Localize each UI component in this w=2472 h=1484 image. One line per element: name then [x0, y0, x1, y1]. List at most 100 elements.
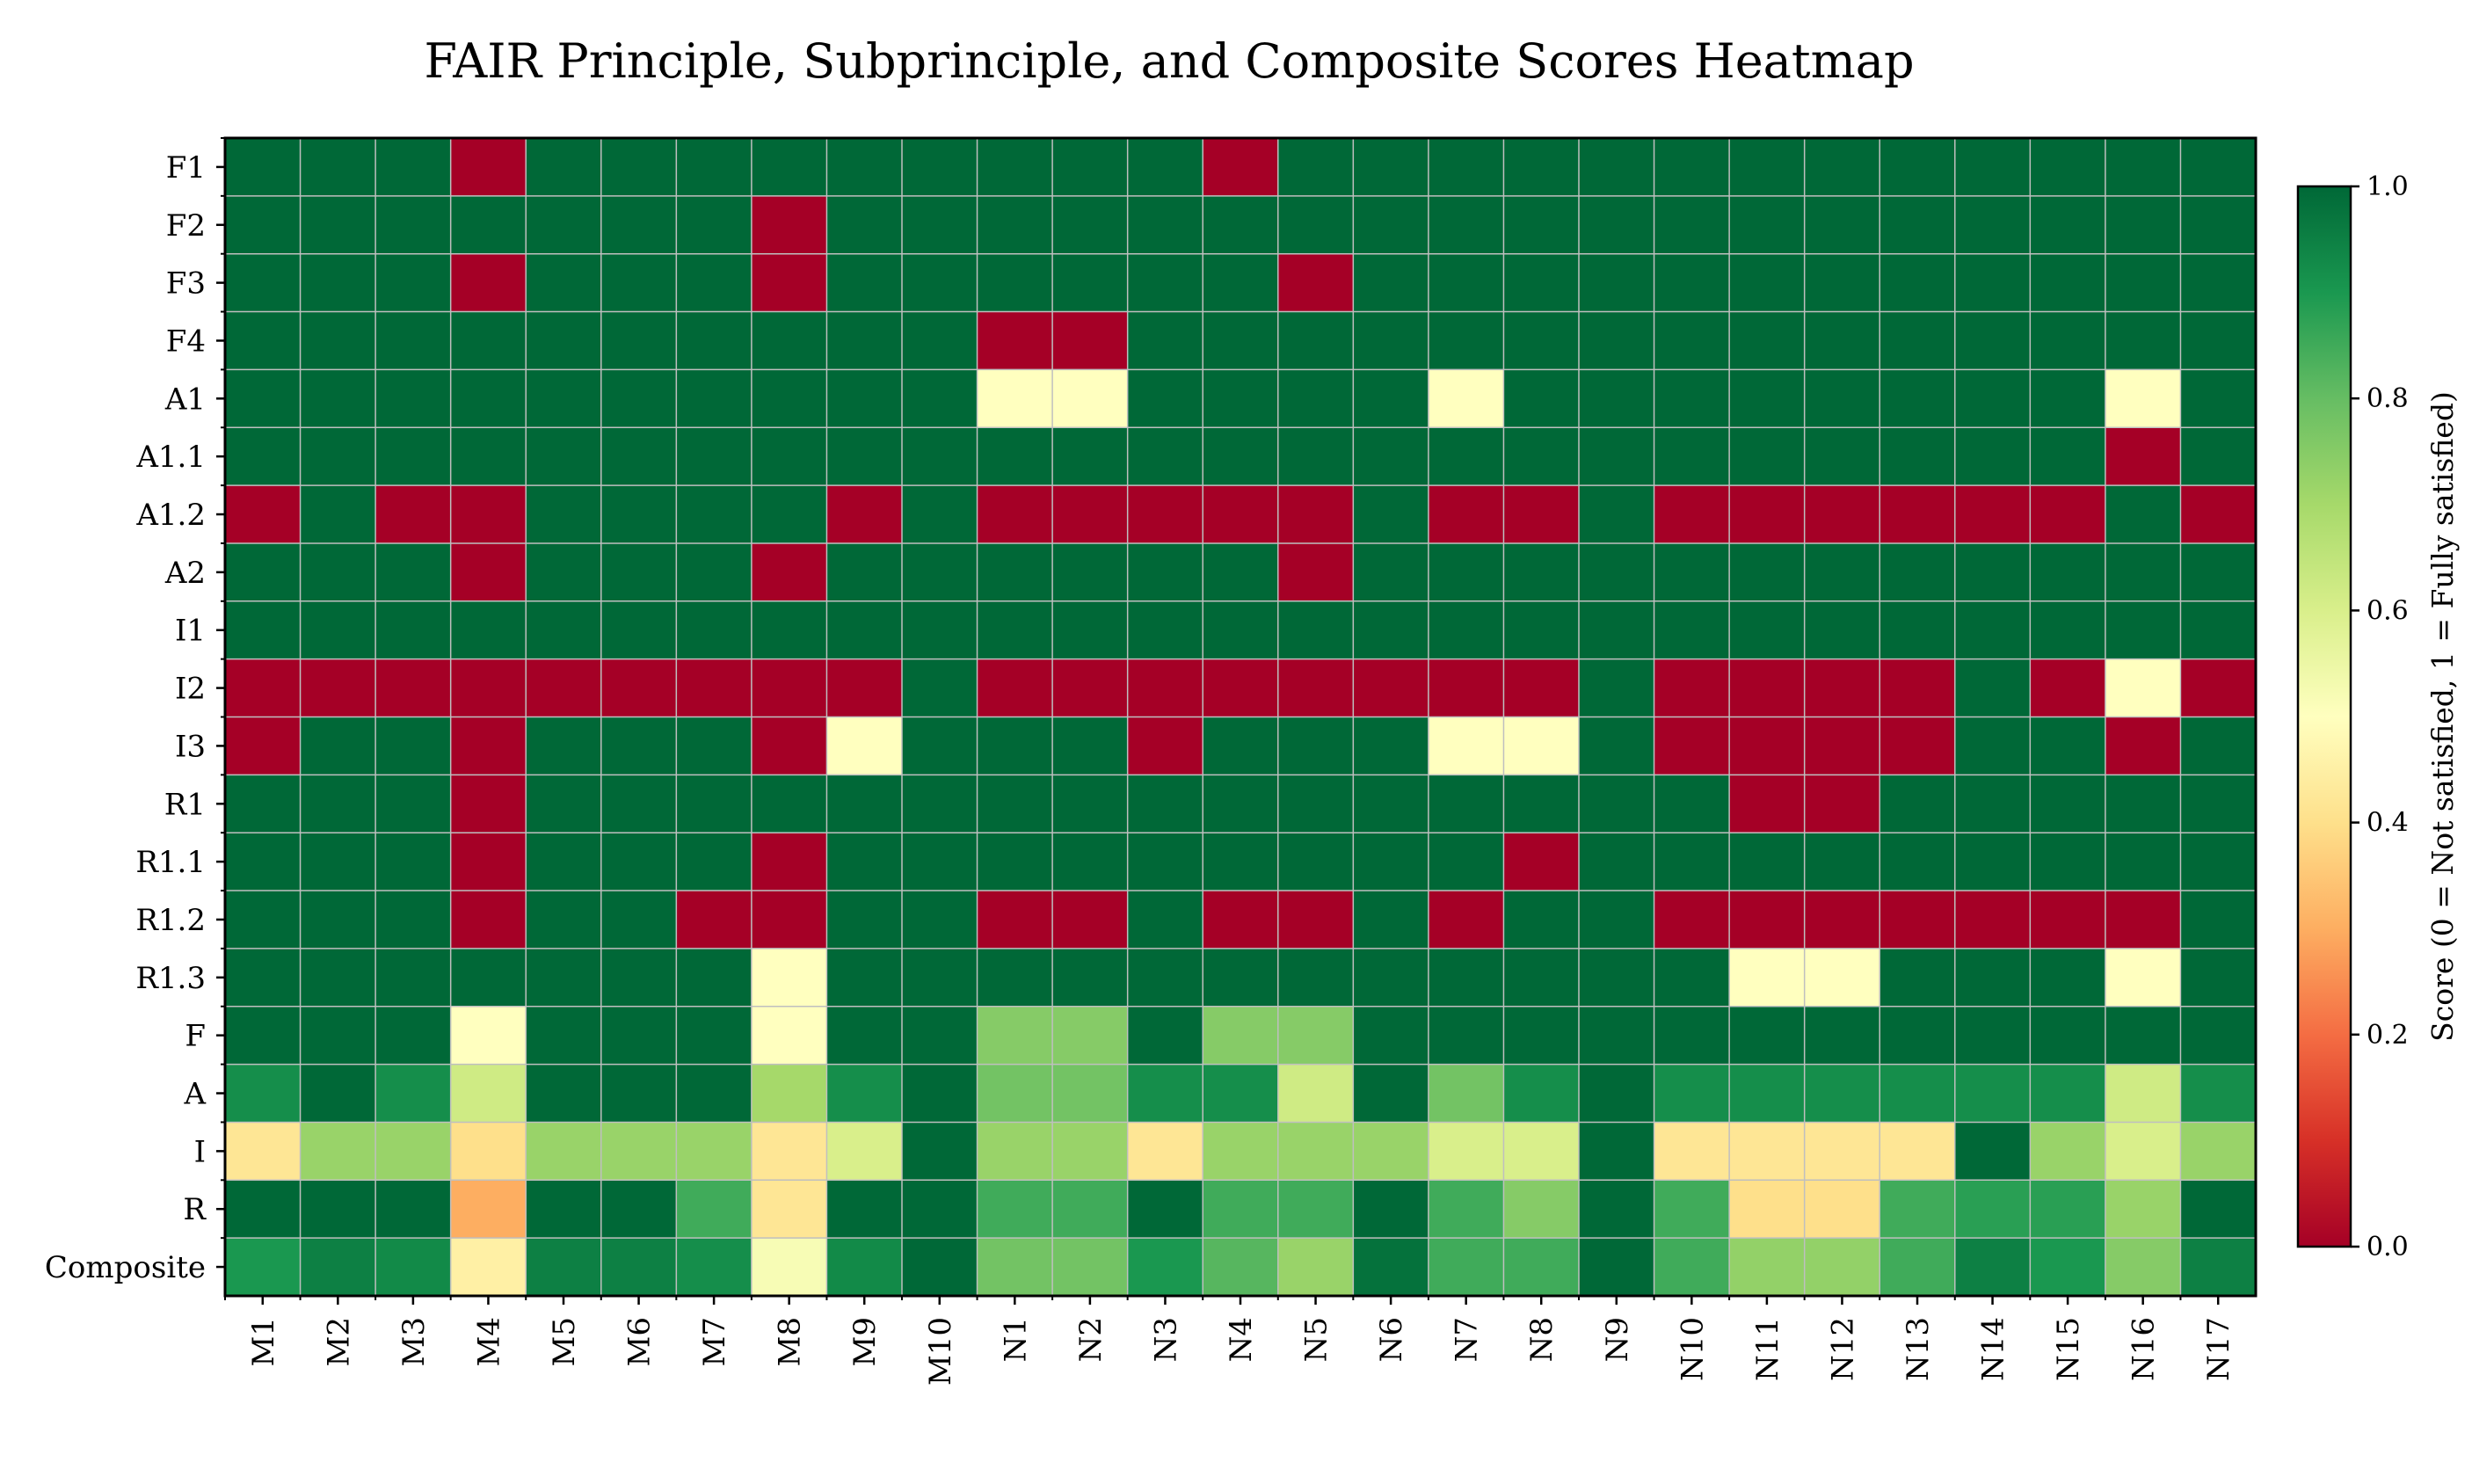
heatmap-cell — [1127, 833, 1203, 891]
row-label: R1.2 — [135, 903, 206, 938]
heatmap-cell — [1428, 542, 1505, 602]
row-label: Composite — [45, 1250, 206, 1285]
heatmap-cell — [977, 891, 1053, 949]
heatmap-cell — [1203, 195, 1279, 255]
heatmap-cell — [375, 600, 452, 660]
heatmap-cell — [450, 600, 527, 660]
heatmap-cell — [1277, 138, 1354, 197]
heatmap-cell — [1428, 948, 1505, 1008]
heatmap-cell — [1203, 775, 1279, 833]
heatmap-cell — [902, 948, 978, 1008]
heatmap-cell — [1052, 600, 1129, 660]
heatmap-cell — [225, 833, 302, 891]
heatmap-cell — [1579, 485, 1655, 544]
heatmap-cell — [1879, 195, 1956, 255]
heatmap-cell — [1353, 1122, 1429, 1181]
row-label: F2 — [166, 208, 206, 244]
heatmap-cell — [1353, 311, 1429, 370]
row-label: A2 — [164, 556, 206, 591]
heatmap-cell — [1428, 775, 1505, 833]
heatmap-cell — [1804, 1122, 1880, 1181]
heatmap-cell — [2030, 658, 2106, 718]
heatmap-cell — [600, 891, 677, 949]
heatmap-cell — [2105, 717, 2182, 775]
heatmap-cell — [826, 1122, 903, 1181]
heatmap-cell — [1879, 1180, 1956, 1239]
colorbar-tick-label: 1.0 — [2367, 171, 2409, 202]
colorbar: 0.0 0.2 0.4 0.6 0.8 1.0 Score (0 = Not satisf… — [2296, 171, 2460, 1262]
heatmap-cell — [1353, 600, 1429, 660]
heatmap-cell — [375, 1238, 452, 1297]
heatmap-cell — [902, 253, 978, 313]
heatmap-cell — [1277, 1238, 1354, 1297]
heatmap-cell — [300, 833, 376, 891]
heatmap-cell — [751, 891, 828, 949]
heatmap-cell — [826, 369, 903, 428]
heatmap-cell — [826, 833, 903, 891]
colorbar-tick-label: 0.0 — [2367, 1232, 2409, 1262]
heatmap-cell — [676, 1064, 753, 1124]
heatmap-cell — [1277, 658, 1354, 718]
heatmap-cell — [450, 311, 527, 370]
heatmap-cell — [2030, 485, 2106, 544]
heatmap-cell — [1954, 542, 2031, 602]
heatmap-cell — [526, 948, 602, 1008]
heatmap-cell — [225, 1122, 302, 1181]
heatmap-cell — [1052, 138, 1129, 197]
colorbar-tick-label: 0.8 — [2367, 383, 2409, 414]
heatmap-cell — [1503, 138, 1580, 197]
heatmap-cell — [1428, 1238, 1505, 1297]
heatmap-cell — [300, 542, 376, 602]
heatmap-cell — [300, 891, 376, 949]
heatmap-cells — [225, 138, 2257, 1297]
heatmap-cell — [1879, 253, 1956, 313]
heatmap-cell — [450, 253, 527, 313]
heatmap-cell — [826, 1064, 903, 1124]
heatmap-cell — [375, 1064, 452, 1124]
heatmap-cell — [1729, 1064, 1806, 1124]
heatmap-cell — [1954, 833, 2031, 891]
heatmap-cell — [902, 1006, 978, 1066]
heatmap-cell — [676, 948, 753, 1008]
row-label: I — [194, 1134, 206, 1169]
heatmap-cell — [1954, 948, 2031, 1008]
heatmap-cell — [1729, 1180, 1806, 1239]
heatmap-cell — [375, 1122, 452, 1181]
column-label: N14 — [1976, 1317, 2011, 1381]
heatmap-cell — [1954, 1064, 2031, 1124]
heatmap-cell — [1954, 427, 2031, 486]
column-label: N2 — [1073, 1317, 1109, 1362]
row-label: R — [183, 1192, 207, 1227]
heatmap-cell — [600, 600, 677, 660]
row-label: A1 — [164, 382, 206, 417]
heatmap-cell — [300, 427, 376, 486]
heatmap-cell — [1654, 427, 1730, 486]
heatmap-cell — [2180, 195, 2257, 255]
colorbar-tick-label: 0.2 — [2367, 1020, 2409, 1051]
heatmap-cell — [1428, 311, 1505, 370]
heatmap-cell — [2105, 1006, 2182, 1066]
heatmap-cell — [977, 1122, 1053, 1181]
heatmap-cell — [1804, 311, 1880, 370]
row-label: F1 — [166, 150, 206, 186]
heatmap-cell — [1954, 1122, 2031, 1181]
heatmap-cell — [751, 542, 828, 602]
row-label: R1 — [164, 787, 206, 822]
heatmap-cell — [1353, 717, 1429, 775]
heatmap-cell — [1804, 138, 1880, 197]
heatmap-cell — [300, 311, 376, 370]
heatmap-cell — [600, 195, 677, 255]
heatmap-cell — [826, 1180, 903, 1239]
heatmap-cell — [751, 253, 828, 313]
heatmap-cell — [2030, 600, 2106, 660]
heatmap-cell — [902, 1238, 978, 1297]
heatmap-cell — [2180, 311, 2257, 370]
heatmap-cell — [600, 775, 677, 833]
heatmap-cell — [1503, 600, 1580, 660]
heatmap-cell — [826, 775, 903, 833]
heatmap-cell — [1052, 427, 1129, 486]
heatmap-cell — [676, 1238, 753, 1297]
row-label: I1 — [175, 614, 206, 649]
heatmap-cell — [1127, 253, 1203, 313]
heatmap-cell — [2105, 658, 2182, 718]
